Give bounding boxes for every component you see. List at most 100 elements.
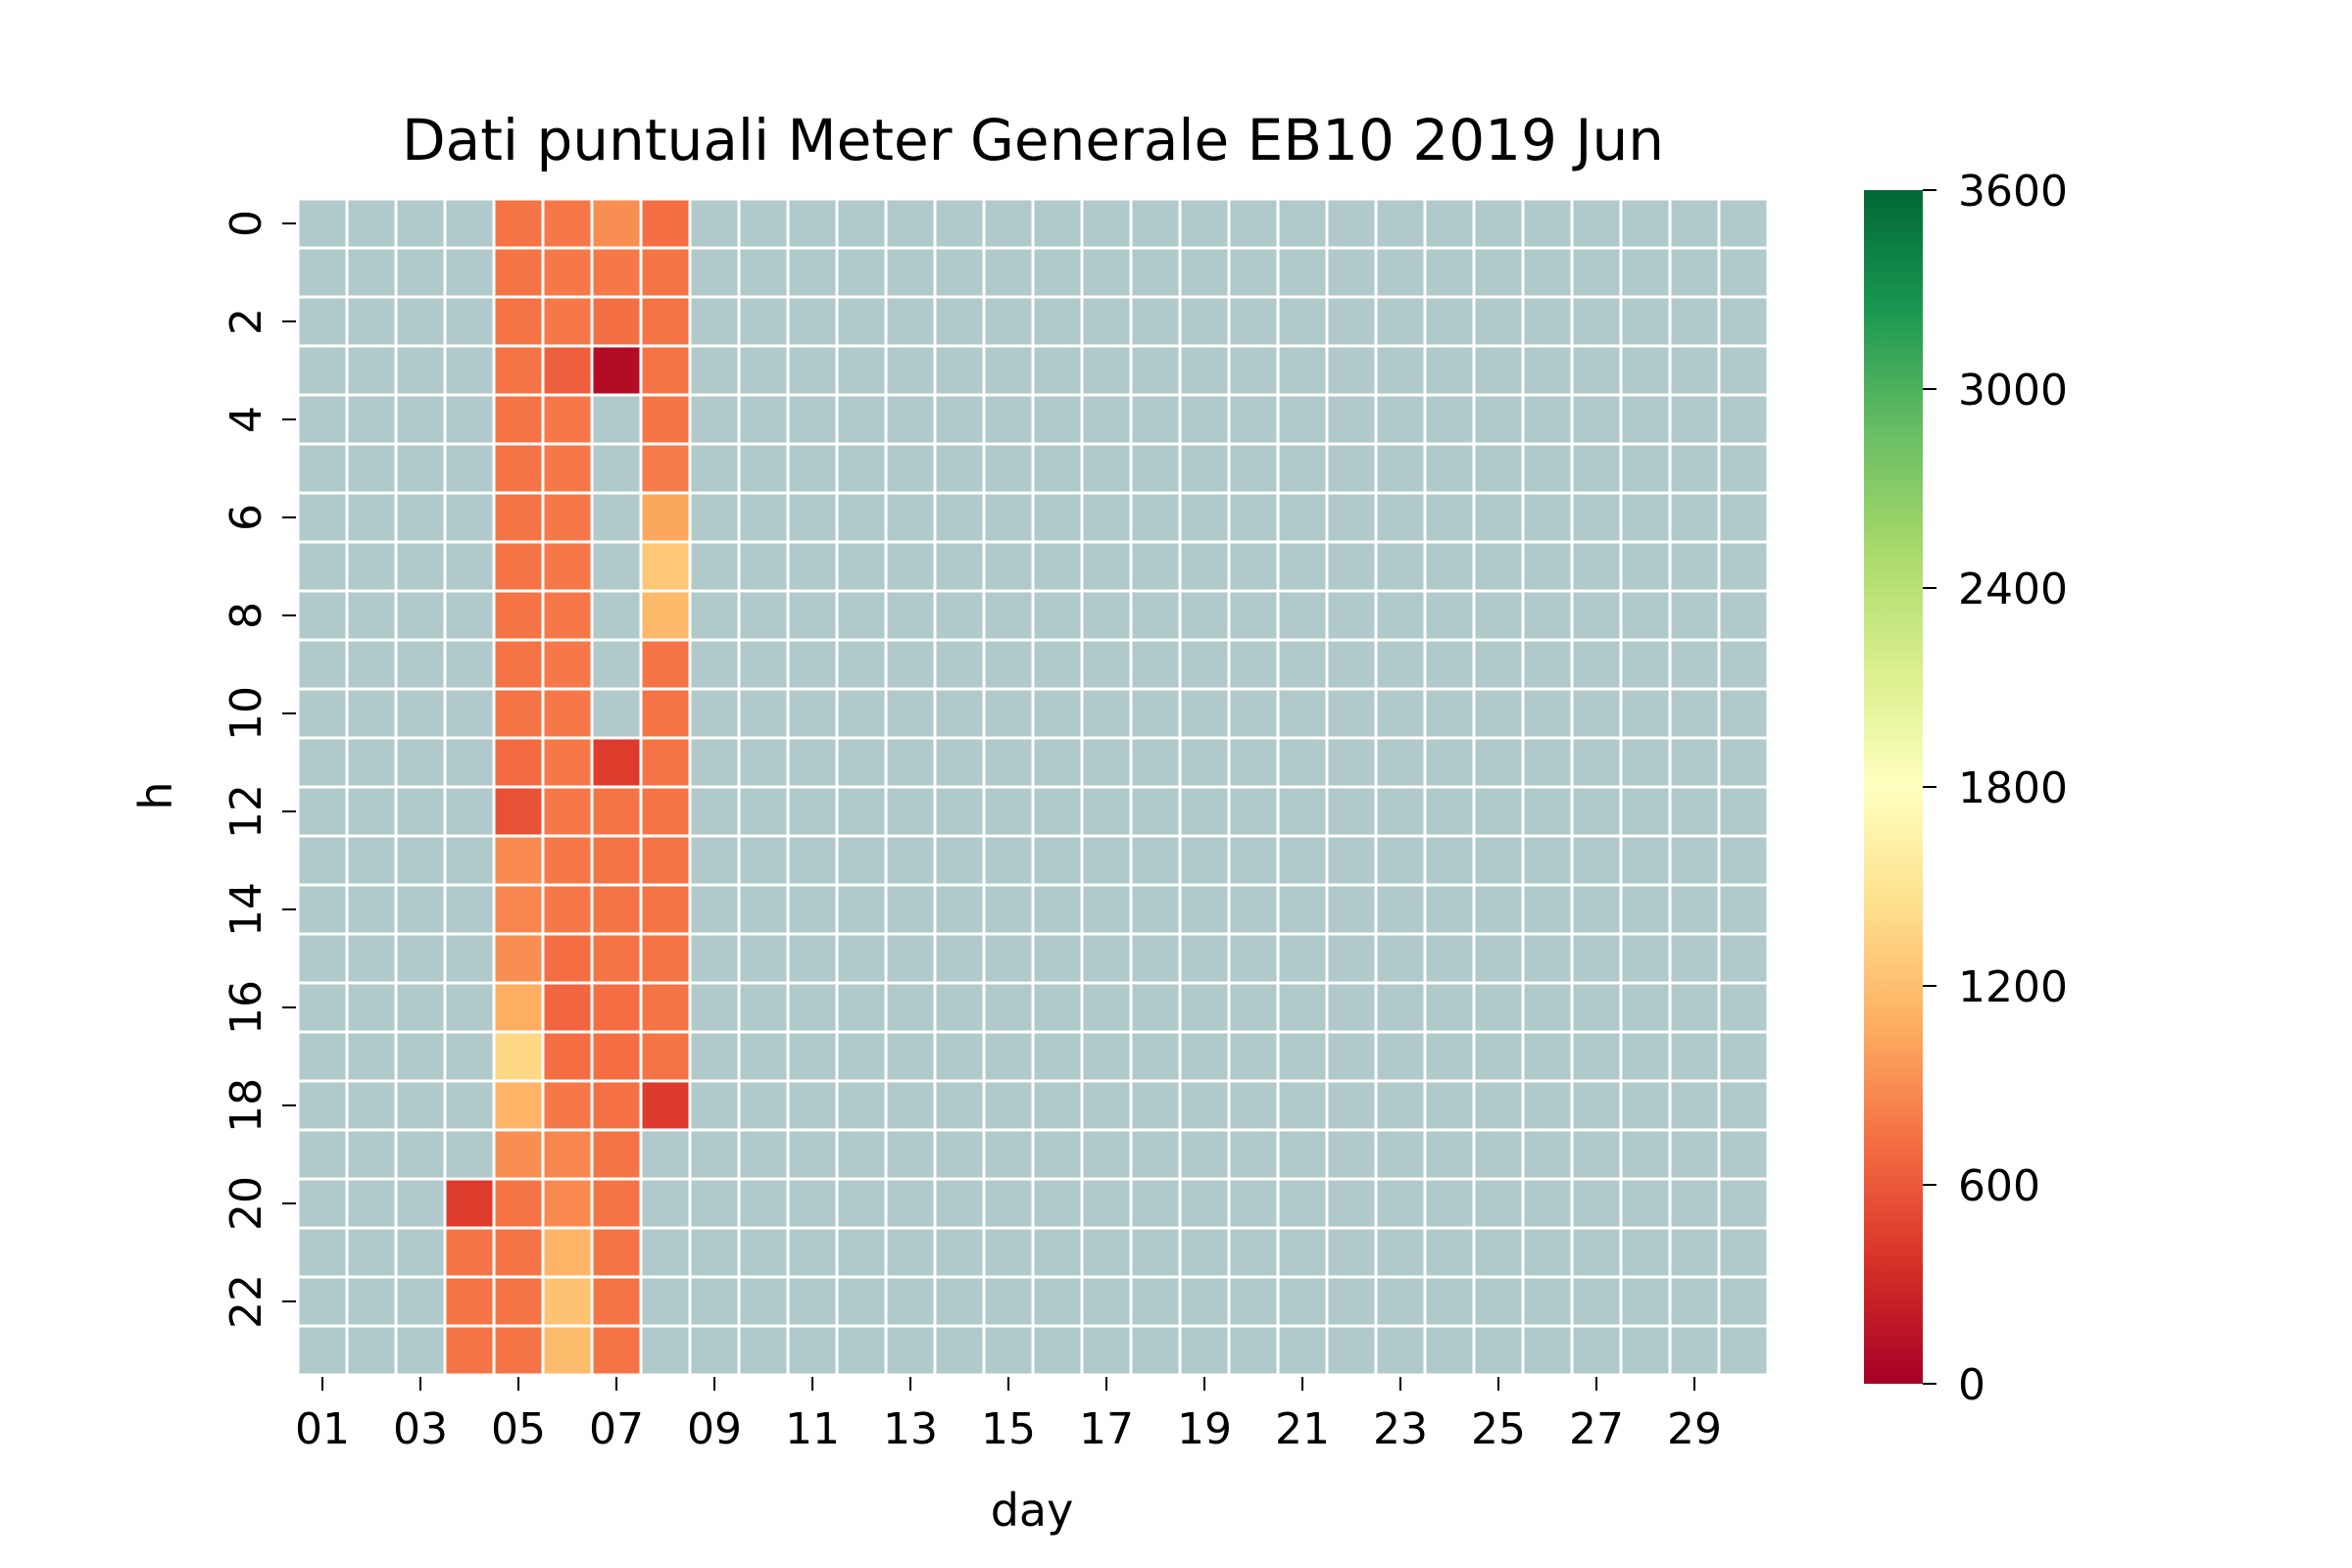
heatmap-cell-empty [1472, 491, 1525, 544]
heatmap-cell-empty [1521, 981, 1574, 1034]
heatmap-cell-empty [884, 197, 937, 250]
heatmap-cell-empty [1080, 491, 1133, 544]
heatmap-cell-empty [688, 197, 741, 250]
heatmap-cell-empty [737, 1226, 790, 1279]
heatmap-cell-empty [933, 1177, 986, 1230]
heatmap-cell-empty [1178, 687, 1231, 740]
heatmap-cell-empty [394, 638, 447, 691]
heatmap-cell-empty [933, 295, 986, 348]
heatmap-cell-empty [1570, 197, 1623, 250]
heatmap-cell-empty [1276, 883, 1329, 936]
heatmap-cell-empty [1129, 785, 1182, 838]
heatmap-cell-empty [1570, 442, 1623, 495]
heatmap-cell-empty [1325, 540, 1378, 593]
heatmap-cell-empty [1080, 687, 1133, 740]
heatmap-cell-empty [1374, 1030, 1427, 1083]
heatmap-cell [541, 981, 594, 1034]
heatmap-cell-empty [590, 540, 643, 593]
heatmap-cell-empty [590, 638, 643, 691]
heatmap-cell [639, 834, 692, 887]
heatmap-cell-empty [1031, 1275, 1084, 1328]
heatmap-cell-empty [835, 1226, 888, 1279]
heatmap-cell-empty [1619, 1079, 1672, 1132]
heatmap-cell-empty [296, 197, 349, 250]
x-tick-label: 23 [1373, 1404, 1428, 1454]
heatmap-cell-empty [1080, 589, 1133, 642]
heatmap-cell-empty [443, 736, 496, 789]
heatmap-cell-empty [1423, 589, 1476, 642]
heatmap-cell-empty [1325, 932, 1378, 985]
heatmap-cell-empty [688, 1226, 741, 1279]
heatmap-cell-empty [1619, 589, 1672, 642]
heatmap-cell-empty [1129, 1275, 1182, 1328]
heatmap-cell [639, 197, 692, 250]
heatmap-cell-empty [933, 932, 986, 985]
heatmap-cell-empty [1276, 442, 1329, 495]
heatmap-cell-empty [1668, 1079, 1721, 1132]
heatmap-cell-empty [1325, 638, 1378, 691]
heatmap-cell-empty [1129, 393, 1182, 446]
heatmap-cell-empty [394, 1128, 447, 1181]
heatmap-cell-empty [1717, 442, 1770, 495]
heatmap-cell-empty [1668, 197, 1721, 250]
heatmap-cell-empty [1276, 540, 1329, 593]
heatmap-cell-empty [1031, 589, 1084, 642]
heatmap-cell-empty [443, 540, 496, 593]
heatmap-cell-empty [933, 393, 986, 446]
heatmap-cell-empty [1178, 589, 1231, 642]
heatmap-cell-empty [1129, 442, 1182, 495]
heatmap-cell-empty [786, 491, 839, 544]
heatmap-cell-empty [1619, 736, 1672, 789]
heatmap-cell-empty [443, 687, 496, 740]
heatmap-cell-empty [786, 1324, 839, 1377]
heatmap-cell-empty [884, 638, 937, 691]
heatmap-cell-empty [786, 785, 839, 838]
heatmap-cell-empty [933, 491, 986, 544]
heatmap-cell-empty [1570, 540, 1623, 593]
heatmap-cell-empty [1521, 491, 1574, 544]
heatmap-cell-empty [688, 1177, 741, 1230]
heatmap-cell-empty [394, 295, 447, 348]
heatmap-cell-empty [1570, 1079, 1623, 1132]
heatmap-cell-empty [786, 736, 839, 789]
heatmap-cell-empty [933, 638, 986, 691]
heatmap-cell-empty [1325, 1177, 1378, 1230]
heatmap-cell-empty [1570, 491, 1623, 544]
heatmap-cell-empty [1423, 785, 1476, 838]
heatmap-cell-empty [443, 393, 496, 446]
heatmap-cell-empty [1619, 393, 1672, 446]
heatmap-cell-empty [737, 1324, 790, 1377]
heatmap-cell [443, 1177, 496, 1230]
colorbar-tick-label: 2400 [1958, 564, 2068, 614]
heatmap-cell-empty [1325, 589, 1378, 642]
heatmap-cell [541, 1324, 594, 1377]
heatmap-cell [541, 638, 594, 691]
heatmap-cell [639, 589, 692, 642]
heatmap-cell-empty [884, 834, 937, 887]
heatmap-cell [541, 1128, 594, 1181]
x-tick-label: 11 [785, 1404, 840, 1454]
heatmap-cell-empty [835, 1275, 888, 1328]
heatmap-cell-empty [1227, 393, 1280, 446]
heatmap-cell-empty [884, 589, 937, 642]
heatmap-cell-empty [982, 589, 1035, 642]
heatmap-cell-empty [1227, 246, 1280, 299]
heatmap-cell-empty [1668, 883, 1721, 936]
heatmap-cell-empty [933, 1079, 986, 1132]
heatmap-cell [541, 1177, 594, 1230]
heatmap-cell-empty [345, 393, 398, 446]
heatmap-cell-empty [737, 393, 790, 446]
heatmap-cell-empty [1080, 1079, 1133, 1132]
heatmap-cell-empty [1276, 1226, 1329, 1279]
heatmap-cell-empty [394, 491, 447, 544]
heatmap-cell-empty [1668, 981, 1721, 1034]
heatmap-cell-empty [345, 197, 398, 250]
heatmap-cell-empty [1031, 197, 1084, 250]
heatmap-cell [639, 295, 692, 348]
heatmap-cell-empty [1423, 393, 1476, 446]
heatmap-cell-empty [1031, 736, 1084, 789]
heatmap-cell-empty [1423, 932, 1476, 985]
heatmap-cell-empty [688, 785, 741, 838]
heatmap-cell-empty [345, 736, 398, 789]
